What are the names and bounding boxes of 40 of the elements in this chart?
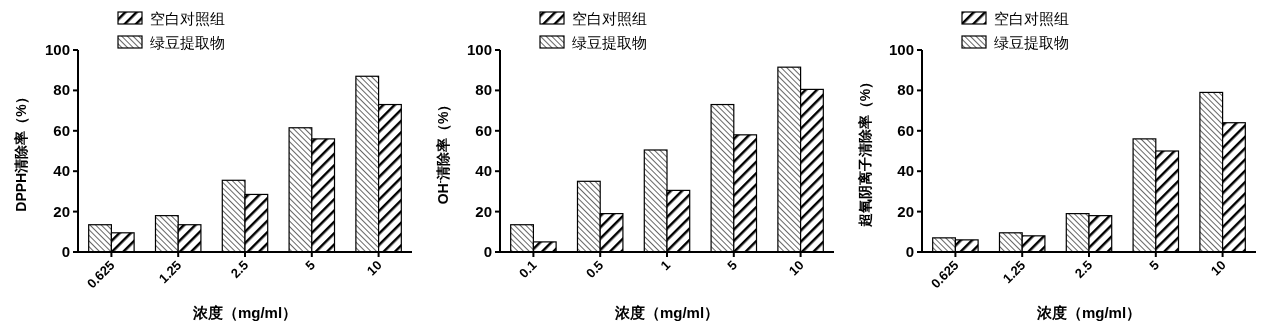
y-tick-label: 0	[483, 243, 492, 260]
y-tick-label: 20	[475, 202, 492, 220]
legend-label: 空白对照组	[150, 10, 225, 27]
legend-label: 绿豆提取物	[572, 34, 647, 51]
x-tick-label: 5	[724, 257, 740, 274]
y-tick-label: 60	[53, 121, 70, 139]
y-tick-label: 0	[61, 243, 70, 260]
legend-label: 空白对照组	[994, 10, 1069, 27]
x-axis-title: 浓度（mg/ml）	[1035, 304, 1142, 321]
y-tick-label: 40	[897, 162, 914, 180]
y-axis-title: 超氧阴离子清除率（%）	[857, 74, 873, 229]
y-tick-label: 60	[475, 121, 492, 139]
y-tick-label: 80	[53, 81, 70, 99]
y-tick-label: 40	[53, 162, 70, 180]
y-tick-label: 80	[475, 81, 492, 99]
x-tick-label: 0.1	[516, 257, 540, 281]
x-tick-label: 10	[1207, 257, 1229, 279]
y-axis-title: DPPH清除率（%）	[13, 90, 29, 212]
y-tick-label: 80	[897, 81, 914, 99]
y-tick-label: 20	[897, 202, 914, 220]
legend-label: 绿豆提取物	[994, 34, 1069, 51]
x-tick-label: 10	[785, 257, 807, 279]
y-tick-label: 60	[897, 121, 914, 139]
y-tick-label: 40	[475, 162, 492, 180]
y-tick-label: 100	[466, 41, 492, 58]
x-axis-title: 浓度（mg/ml）	[191, 304, 298, 321]
y-tick-label: 100	[44, 41, 70, 58]
y-tick-label: 100	[888, 41, 914, 58]
y-tick-label: 20	[53, 202, 70, 220]
x-tick-label: 2.5	[227, 257, 252, 281]
x-axis-title: 浓度（mg/ml）	[613, 304, 720, 321]
x-tick-label: 0.5	[582, 257, 607, 281]
x-tick-label: 2.5	[1071, 257, 1096, 281]
x-tick-label: 5	[1146, 257, 1162, 274]
legend-label: 绿豆提取物	[150, 34, 225, 51]
x-tick-label: 5	[302, 257, 318, 274]
y-tick-label: 0	[905, 243, 914, 260]
legend-label: 空白对照组	[572, 10, 647, 27]
x-tick-label: 10	[363, 257, 385, 279]
x-tick-label: 1	[657, 257, 674, 274]
